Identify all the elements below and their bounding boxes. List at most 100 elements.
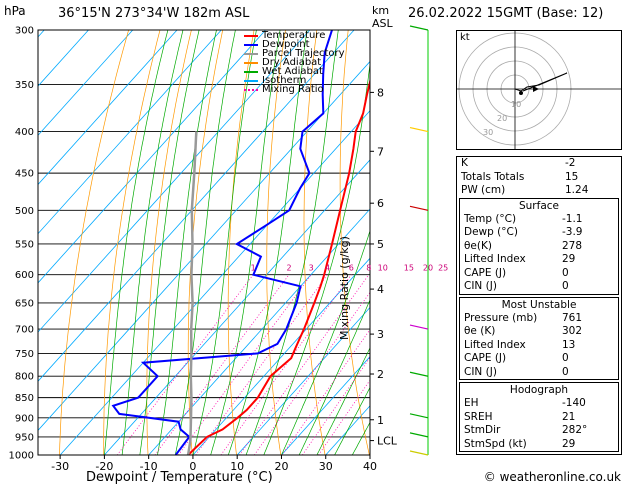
temperature-tick-label: 40 [363,460,377,473]
wind-barb [409,25,429,31]
wind-barb [409,450,429,456]
legend-label: Temperature [262,30,326,41]
isotherm-line [38,30,134,136]
index-row-pw: PW (cm) 1.24 [461,184,589,196]
hodograph-title: Hodograph [509,384,569,396]
temperature-tick-label: -30 [51,460,69,473]
temperature-tick-label: 10 [230,460,244,473]
wet-adiabat-line [104,30,169,455]
hodograph-panel: kt 10 20 30 [456,30,622,150]
credit-text: © weatheronline.co.uk [483,470,621,484]
mixing-ratio-label: 6 [349,264,354,273]
series-temperature [187,77,370,455]
legend-item: Parcel Trajectory [244,48,345,59]
temperature-tick-label: -10 [140,460,158,473]
isotherm-line [192,257,370,455]
pressure-tick-label: 900 [15,413,34,424]
legend-swatch [244,61,258,64]
pressure-tick-label: 300 [15,26,34,37]
km-tick-label: 2 [377,368,384,381]
dry-adiabat-line [303,30,326,455]
wet-adiabat-line [210,30,281,455]
wet-adiabat-line [245,30,339,455]
most-unstable-title: Most Unstable [501,298,577,311]
isotherm-line [59,110,370,455]
mu-row: Pressure (mb) 761 [464,311,583,324]
mixing-ratio-label: 2 [286,264,291,273]
wind-barbs [409,25,429,456]
mu-row: θe (K) 302 [464,325,583,337]
km-tick-label: 4 [377,283,384,296]
legend-swatch [244,34,258,37]
mixing-ratio-label: 15 [404,264,414,273]
isotherm-line [38,30,311,333]
isotherm-line [236,306,370,455]
hodo-row: SREH 21 [464,410,576,423]
legend-label: Parcel Trajectory [262,48,345,59]
x-axis-label: Dewpoint / Temperature (°C) [86,470,273,485]
most-unstable-section: Most Unstable Pressure (mb) 761 θe (K) 302… [459,296,619,380]
mixing-ratio-line [116,274,254,455]
pressure-tick-label: 450 [15,169,34,180]
dry-adiabat-line [227,30,255,455]
wind-barb [409,413,429,419]
isotherm-line [281,356,370,455]
isotherm-line [38,30,266,284]
wet-adiabat-line [298,299,370,455]
plot-frame [37,29,371,456]
hodograph-ring-20: 20 [497,114,507,123]
pressure-tick-label: 650 [15,298,34,309]
mixing-ratio-line [178,274,312,455]
hodo-row: EH -140 [464,397,586,409]
wet-adiabat-line [316,347,370,455]
hodograph-ring-30: 30 [483,128,493,137]
hpa-axis-title: hPa [4,4,26,18]
sounding-lines [111,30,370,455]
surface-row: CIN (J) 0 [464,280,569,292]
legend-item: Isotherm [244,75,345,86]
mixing-ratio-label: 10 [378,264,388,273]
isotherm-line [38,30,178,186]
km-tick-label: 3 [377,328,384,341]
wind-barb [409,324,429,330]
location-title: 36°15'N 273°34'W 182m ASL [58,6,250,21]
surface-row: Lifted Index 29 [464,253,576,265]
legend-label: Mixing Ratio [262,84,324,95]
legend-item: Mixing Ratio [244,84,345,95]
isotherm-line [38,30,222,235]
temperature-tick-label: 30 [319,460,333,473]
pressure-tick-label: 400 [15,127,34,138]
wind-barb [409,432,429,438]
surface-row: Temp (°C) -1.1 [464,212,583,225]
dry-adiabat-line [187,30,224,455]
km-tick-label: 6 [377,197,384,210]
legend: Temperature Dewpoint Parcel Trajectory Dry … [244,30,345,95]
mixing-ratio-label: 8 [366,264,371,273]
legend-item: Dewpoint [244,40,345,50]
km-tick-label: 1 [377,414,384,427]
legend-label: Dry Adiabat [262,57,322,68]
km-tick-label: 7 [377,145,384,158]
indices-table: K -2 Totals Totals 15 PW (cm) 1.24 Surface … [456,156,622,455]
dry-adiabat-line [146,30,192,455]
wet-adiabat-line [334,386,370,455]
pressure-tick-label: 800 [15,372,34,383]
mixing-ratio-line [154,274,290,455]
surface-title: Surface [518,199,559,212]
index-row-totals: Totals Totals 15 [461,170,579,183]
mu-row: Lifted Index 13 [464,338,576,351]
mixing-ratio-line [281,328,370,455]
mixing-ratio-line [239,274,370,455]
pressure-axis: 300 350 400 450 500 550 600 650 700 750 800 850 900 9… [9,26,34,462]
asl-axis-title: ASL [372,17,393,30]
legend-label: Isotherm [262,75,307,86]
pressure-tick-label: 1000 [9,451,34,462]
pressure-tick-label: 600 [15,270,34,281]
hodo-row: StmDir 282° [464,424,588,436]
legend-swatch [244,88,258,91]
wet-adiabat-line [263,61,370,455]
dry-adiabat-line [266,30,286,455]
pressure-tick-label: 850 [15,393,34,404]
pressure-tick-label: 350 [15,80,34,91]
